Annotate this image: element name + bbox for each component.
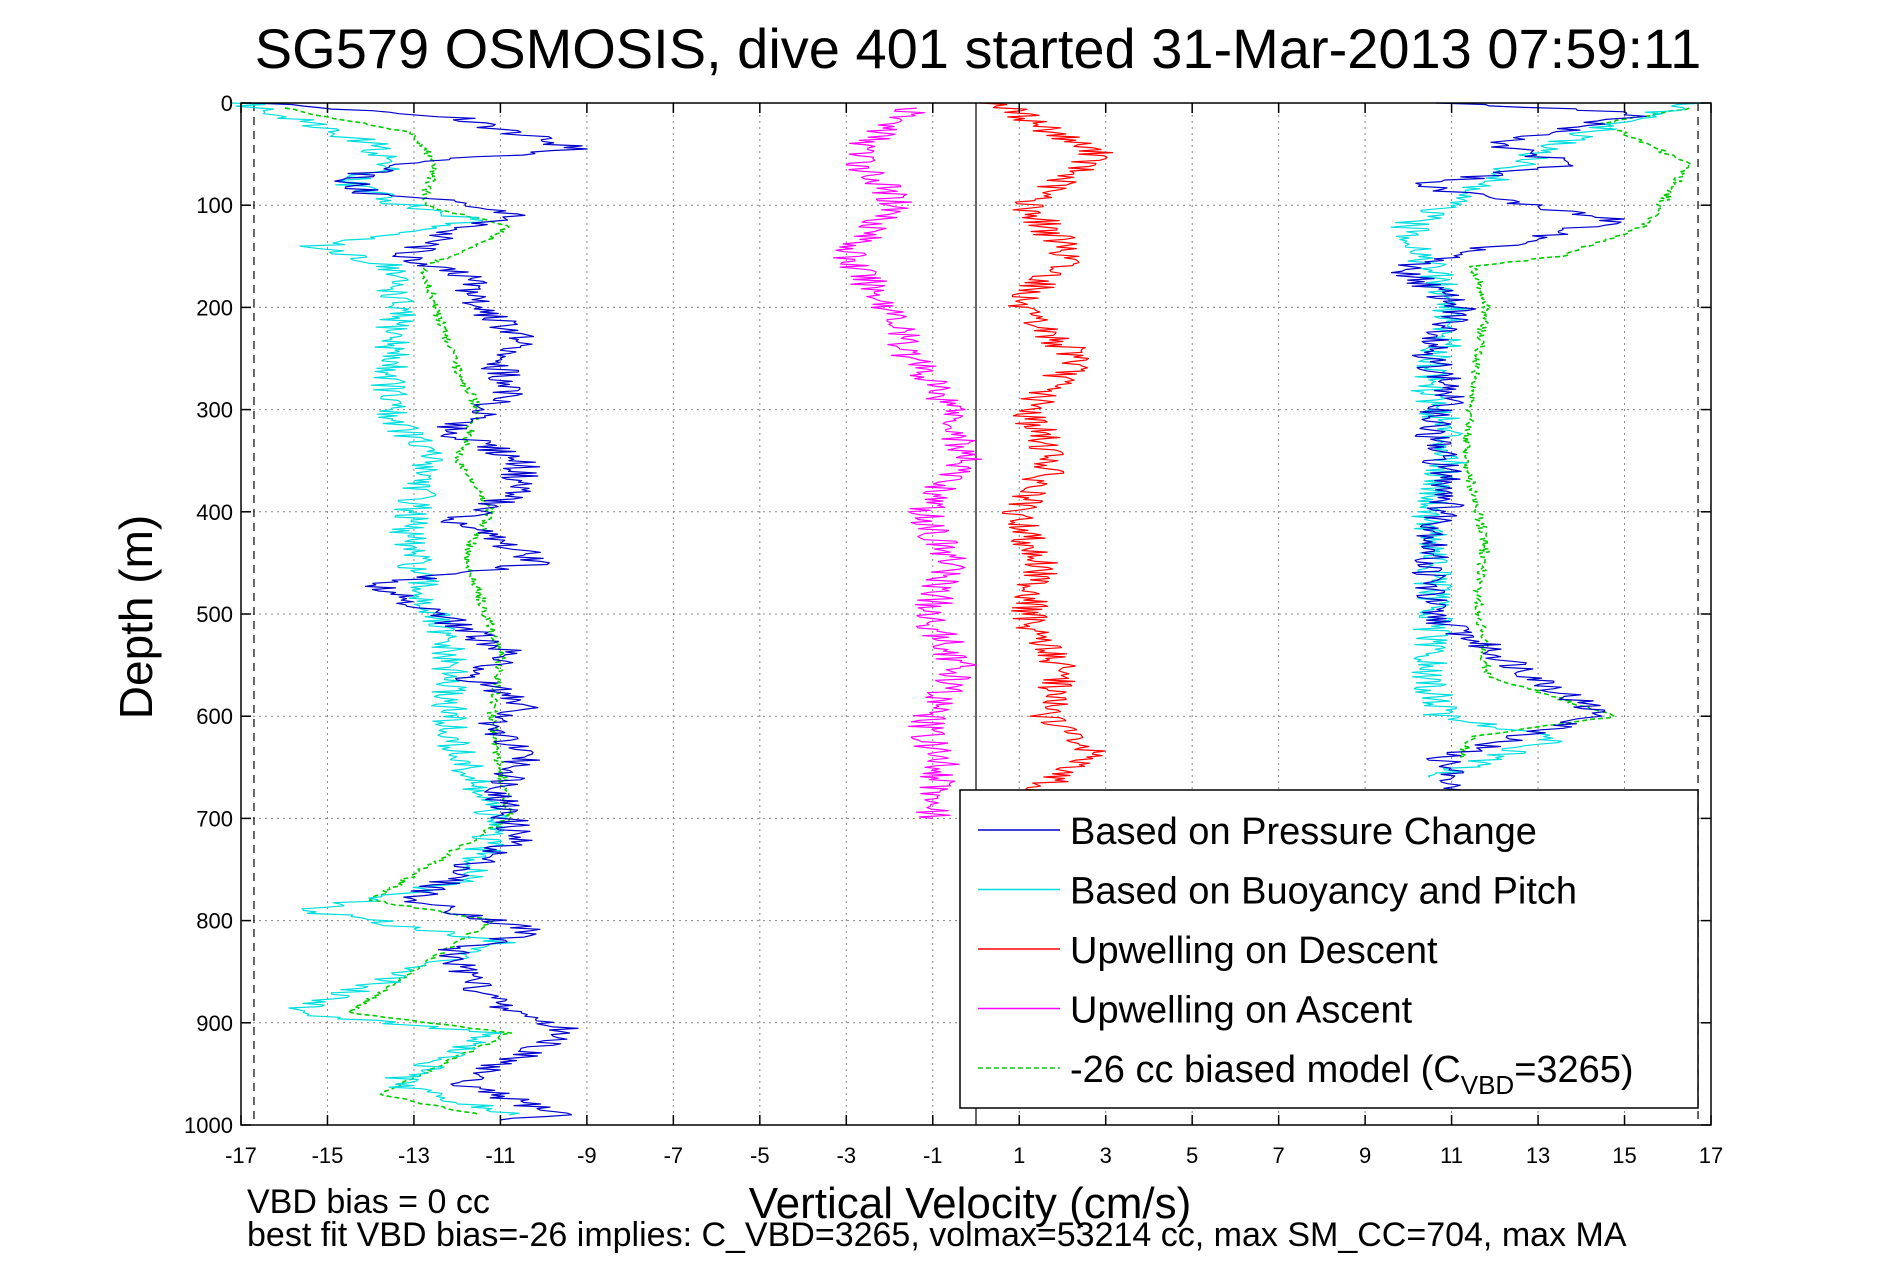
x-tick-label: -15: [312, 1143, 344, 1168]
x-tick-label: 1: [1013, 1143, 1025, 1168]
y-tick-label: 600: [196, 704, 233, 729]
x-tick-label: 3: [1100, 1143, 1112, 1168]
x-tick-label: -11: [485, 1143, 515, 1168]
series-line: [250, 102, 588, 1121]
series-line: [231, 102, 520, 1116]
x-tick-label: -3: [837, 1143, 857, 1168]
x-tick-label: 9: [1359, 1143, 1371, 1168]
y-axis-label: Depth (m): [110, 515, 162, 719]
vbd-bias-annotation: VBD bias = 0 cc: [247, 1183, 490, 1221]
x-tick-label: -5: [750, 1143, 770, 1168]
y-tick-label: 300: [196, 398, 233, 423]
chart-title: SG579 OSMOSIS, dive 401 started 31-Mar-2…: [255, 17, 1701, 80]
series-line: [1390, 102, 1647, 794]
legend-box: [959, 789, 1699, 1109]
y-tick-label: 1000: [184, 1113, 233, 1138]
y-tick-label: 100: [196, 193, 233, 218]
series-line: [1458, 107, 1692, 758]
y-tick-label: 800: [196, 909, 233, 934]
x-tick-label: -1: [923, 1143, 943, 1168]
series-lines: [231, 102, 1705, 1121]
x-tick-label: 5: [1186, 1143, 1198, 1168]
x-axis-label: Vertical Velocity (cm/s): [749, 1179, 1192, 1228]
x-tick-label: -17: [225, 1143, 257, 1168]
y-tick-label: 700: [196, 806, 233, 831]
series-line: [284, 107, 514, 1116]
legend-label: Upwelling on Ascent: [1070, 990, 1413, 1032]
y-tick-label: 0: [221, 91, 233, 116]
x-tick-label: 15: [1612, 1143, 1636, 1168]
series-line: [832, 107, 983, 819]
legend-label: Based on Buoyancy and Pitch: [1070, 871, 1577, 913]
legend-label: Upwelling on Descent: [1070, 930, 1438, 972]
legend-label: -26 cc biased model (CVBD=3265): [1070, 1049, 1634, 1100]
x-tick-label: -9: [577, 1143, 597, 1168]
grid-lines: [241, 103, 1711, 1125]
y-axis-ticks: 0 100 200 300 400 500 600 700 800 900 1000: [184, 91, 1711, 1138]
y-tick-label: 500: [196, 602, 233, 627]
series-line: [979, 102, 1114, 809]
best-fit-annotation: best fit VBD bias=-26 implies: C_VBD=326…: [247, 1216, 1627, 1254]
y-tick-label: 900: [196, 1011, 233, 1036]
y-tick-label: 400: [196, 500, 233, 525]
x-tick-label: 13: [1526, 1143, 1550, 1168]
y-tick-label: 200: [196, 295, 233, 320]
x-tick-label: -13: [398, 1143, 430, 1168]
legend: Based on Pressure Change Based on Buoyanc…: [959, 789, 1699, 1109]
x-tick-label: 17: [1699, 1143, 1723, 1168]
x-tick-label: 7: [1273, 1143, 1285, 1168]
x-tick-label: -7: [664, 1143, 684, 1168]
x-tick-label: 11: [1440, 1143, 1463, 1168]
x-axis-ticks: -17 -15 -13 -11 -9 -7 -5 -3 -1 1 3 5 7 9 11 13 15 17: [225, 103, 1723, 1168]
legend-label: Based on Pressure Change: [1070, 811, 1537, 853]
